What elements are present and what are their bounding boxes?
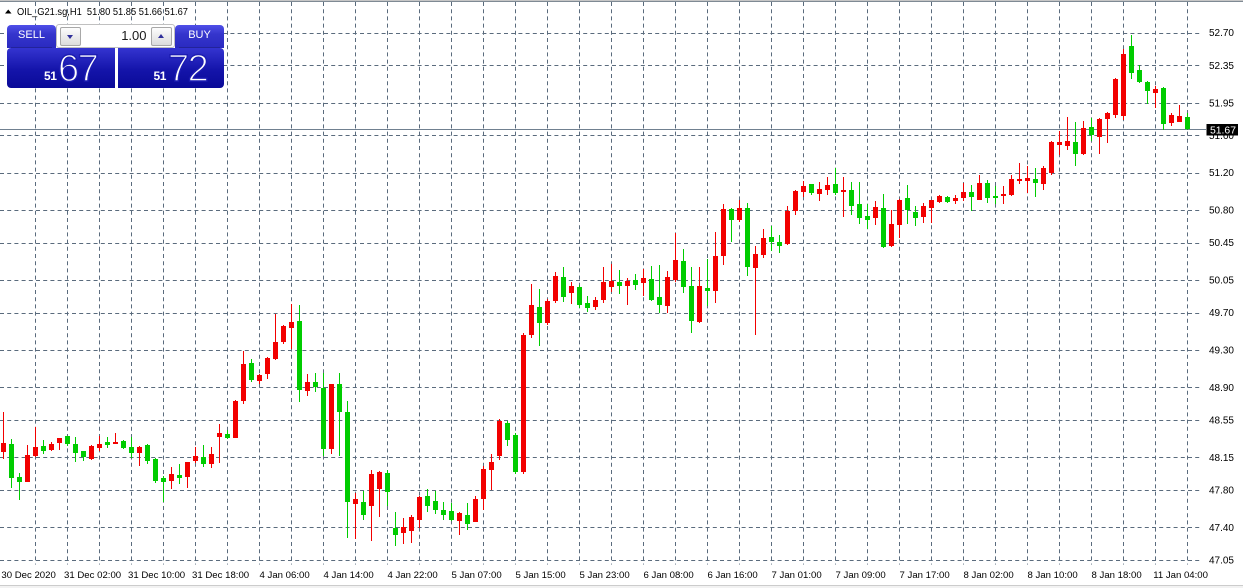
svg-text:48.90: 48.90 (1209, 383, 1234, 394)
svg-text:49.30: 49.30 (1209, 346, 1234, 357)
svg-text:50.80: 50.80 (1209, 206, 1234, 217)
svg-text:51.20: 51.20 (1209, 168, 1234, 179)
svg-text:7 Jan 17:00: 7 Jan 17:00 (900, 570, 950, 581)
svg-text:31 Dec 02:00: 31 Dec 02:00 (64, 570, 121, 581)
svg-text:47.40: 47.40 (1209, 523, 1234, 534)
svg-text:5 Jan 07:00: 5 Jan 07:00 (452, 570, 502, 581)
svg-text:48.15: 48.15 (1209, 453, 1234, 464)
svg-text:OIL_G21.sg,H1 51.80 51.85 51.: OIL_G21.sg,H1 51.80 51.85 51.66 51.67 (17, 6, 188, 18)
svg-text:31 Dec 10:00: 31 Dec 10:00 (128, 570, 185, 581)
svg-text:51.60: 51.60 (1209, 131, 1234, 142)
svg-text:51.67: 51.67 (1210, 125, 1236, 136)
svg-text:6 Jan 16:00: 6 Jan 16:00 (708, 570, 758, 581)
svg-text:11 Jan 04:00: 11 Jan 04:00 (1153, 570, 1208, 581)
svg-text:8 Jan 02:00: 8 Jan 02:00 (964, 570, 1014, 581)
svg-text:7 Jan 01:00: 7 Jan 01:00 (772, 570, 822, 581)
svg-text:8 Jan 10:00: 8 Jan 10:00 (1028, 570, 1078, 581)
svg-text:8 Jan 18:00: 8 Jan 18:00 (1092, 570, 1142, 581)
svg-text:49.70: 49.70 (1209, 308, 1234, 319)
svg-text:5 Jan 23:00: 5 Jan 23:00 (580, 570, 630, 581)
svg-text:31 Dec 18:00: 31 Dec 18:00 (192, 570, 249, 581)
svg-text:51.95: 51.95 (1209, 98, 1234, 109)
svg-text:7 Jan 09:00: 7 Jan 09:00 (836, 570, 886, 581)
svg-text:47.05: 47.05 (1209, 556, 1234, 567)
svg-text:4 Jan 14:00: 4 Jan 14:00 (324, 570, 374, 581)
svg-text:5 Jan 15:00: 5 Jan 15:00 (516, 570, 566, 581)
svg-text:52.70: 52.70 (1209, 28, 1234, 39)
svg-text:4 Jan 22:00: 4 Jan 22:00 (388, 570, 438, 581)
svg-text:50.05: 50.05 (1209, 276, 1234, 287)
svg-text:52.35: 52.35 (1209, 61, 1234, 72)
svg-text:48.55: 48.55 (1209, 416, 1234, 427)
svg-text:47.80: 47.80 (1209, 486, 1234, 497)
svg-text:6 Jan 08:00: 6 Jan 08:00 (644, 570, 694, 581)
svg-text:30 Dec 2020: 30 Dec 2020 (1, 570, 55, 581)
svg-text:4 Jan 06:00: 4 Jan 06:00 (260, 570, 310, 581)
svg-text:50.45: 50.45 (1209, 238, 1234, 249)
